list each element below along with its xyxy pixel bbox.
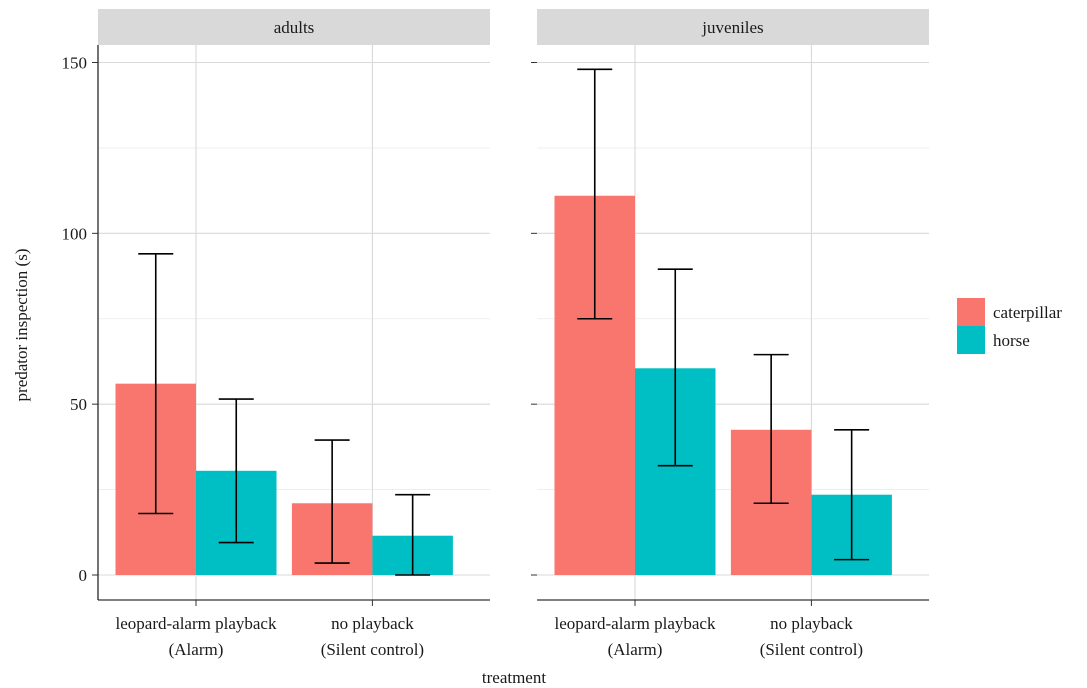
- y-axis-title: predator inspection (s): [12, 249, 31, 402]
- x-tick-label: (Alarm): [608, 640, 663, 659]
- error-bar-horse: [834, 428, 870, 561]
- error-bar-horse: [218, 398, 254, 544]
- x-tick-label: no playback: [331, 614, 414, 633]
- panel-strip-label: adults: [274, 18, 315, 37]
- panel-adults: adults leopard-alarm playback (Alarm) no pl…: [62, 9, 490, 659]
- legend-label-caterpillar: caterpillar: [993, 303, 1062, 322]
- panel-juveniles: juveniles leopard-alarm playback (Alarm) no…: [531, 9, 929, 659]
- x-tick-label: (Alarm): [169, 640, 224, 659]
- error-bar-caterpillar: [138, 253, 174, 515]
- error-bar-caterpillar: [577, 68, 613, 320]
- y-tick-label: 150: [62, 54, 88, 73]
- legend-key-caterpillar: [957, 298, 985, 326]
- y-tick-label: 50: [70, 395, 87, 414]
- x-tick-label: no playback: [770, 614, 853, 633]
- x-tick-label: leopard-alarm playback: [116, 614, 277, 633]
- error-bar-horse: [657, 268, 693, 467]
- x-tick-label: leopard-alarm playback: [555, 614, 716, 633]
- error-bar-horse: [395, 493, 431, 576]
- error-bar-caterpillar: [314, 439, 350, 564]
- legend: caterpillar horse: [957, 298, 1062, 354]
- x-tick-label: (Silent control): [760, 640, 863, 659]
- panel-strip: [537, 9, 929, 45]
- x-tick-label: (Silent control): [321, 640, 424, 659]
- panel-strip: [98, 9, 490, 45]
- plot-area: adults leopard-alarm playback (Alarm) no pl…: [62, 9, 929, 659]
- y-tick-label: 100: [62, 224, 88, 243]
- y-tick-label: 0: [79, 566, 88, 585]
- legend-label-horse: horse: [993, 331, 1030, 350]
- x-axis-title: treatment: [482, 668, 546, 687]
- panel-strip-label: juveniles: [701, 18, 763, 37]
- error-bar-caterpillar: [753, 353, 789, 505]
- legend-key-horse: [957, 326, 985, 354]
